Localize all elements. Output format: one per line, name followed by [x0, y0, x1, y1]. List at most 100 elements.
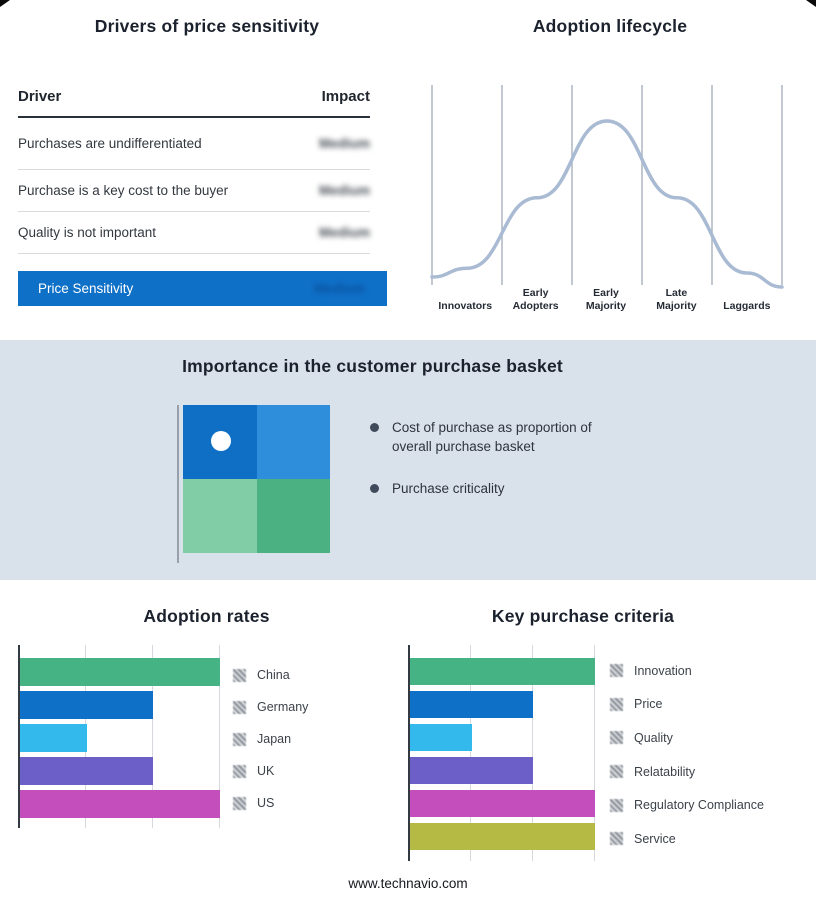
legend-swatch-icon: [233, 796, 246, 810]
table-header: Driver Impact: [18, 88, 370, 118]
bar-price: [410, 691, 533, 718]
summary-label: Price Sensitivity: [38, 281, 134, 296]
bullet-marker-icon: [370, 423, 379, 432]
legend-swatch-icon: [610, 697, 623, 711]
lifecycle-chart: [430, 85, 784, 289]
table-row: Purchases are undifferentiated Medium: [18, 118, 370, 170]
bullet-text-line: Cost of purchase as proportion of: [392, 420, 592, 435]
stage-line: Majority: [585, 299, 627, 312]
drivers-title: Drivers of price sensitivity: [94, 16, 320, 36]
legend-item: US: [233, 787, 308, 819]
stage-label-early-adopters: Early Adopters: [500, 286, 570, 312]
impact-column-header: Impact: [321, 88, 370, 105]
purchase-basket-matrix: [183, 405, 330, 553]
adoption-rates-plot: [18, 645, 224, 828]
position-dot: [211, 431, 231, 451]
summary-impact-blurred: Medium: [313, 281, 365, 296]
legend-item: Quality: [610, 721, 764, 755]
key-purchase-criteria-title: Key purchase criteria: [491, 606, 675, 626]
bullet-item: Purchase criticality: [370, 479, 592, 498]
stage-label-innovators: Innovators: [430, 286, 500, 312]
legend-label: Service: [634, 831, 676, 846]
legend-item: Germany: [233, 691, 308, 723]
impact-cell-blurred: Medium: [318, 225, 370, 240]
legend-swatch-icon: [610, 731, 623, 745]
legend-swatch-icon: [233, 764, 246, 778]
bullet-item: Cost of purchase as proportion of overal…: [370, 418, 592, 456]
driver-cell: Quality is not important: [18, 225, 157, 240]
legend-label: US: [257, 796, 275, 810]
table-row: Purchase is a key cost to the buyer Medi…: [18, 170, 370, 212]
table-row: Quality is not important Medium: [18, 212, 370, 254]
stage-label-laggards: Laggards: [712, 286, 782, 312]
stage-line: Majority: [656, 299, 697, 312]
stage-line: Adopters: [512, 299, 559, 312]
legend-label: Japan: [257, 732, 292, 746]
legend-swatch-icon: [233, 668, 246, 682]
bar-relatability: [410, 757, 533, 784]
bullet-text-line: overall purchase basket: [392, 439, 535, 454]
adoption-rates-legend: China Germany Japan UK US: [233, 659, 308, 819]
legend-swatch-icon: [610, 832, 623, 846]
adoption-rates-title: Adoption rates: [143, 606, 270, 626]
matrix-cell-bottom-right: [256, 479, 330, 553]
legend-swatch-icon: [610, 765, 623, 779]
gridline: [532, 645, 533, 861]
bar-china: [20, 658, 220, 686]
basket-bullet-list: Cost of purchase as proportion of overal…: [370, 418, 592, 521]
stage-line: Late: [665, 287, 688, 299]
legend-label: UK: [257, 764, 275, 778]
corner-mark-right: [806, 0, 816, 7]
matrix-cell-bottom-left: [183, 479, 257, 553]
key-purchase-criteria-legend: Innovation Price Quality Relatability Re…: [610, 654, 764, 856]
stage-line: Early: [522, 287, 549, 299]
legend-label: China: [257, 668, 290, 682]
bar-regulatory-compliance: [410, 790, 595, 817]
legend-item: Relatability: [610, 755, 764, 789]
legend-item: Regulatory Compliance: [610, 788, 764, 822]
corner-mark-left: [0, 0, 10, 7]
bar-japan: [20, 724, 87, 752]
legend-label: Quality: [634, 730, 673, 745]
driver-cell: Purchases are undifferentiated: [18, 136, 202, 151]
legend-swatch-icon: [233, 700, 246, 714]
bar-quality: [410, 724, 472, 751]
price-sensitivity-summary-bar: Price Sensitivity Medium: [18, 271, 387, 306]
legend-label: Germany: [257, 700, 309, 714]
matrix-cell-top-left: [183, 405, 257, 479]
stage-line: Innovators: [438, 299, 493, 312]
basket-panel: Importance in the customer purchase bask…: [0, 340, 816, 580]
legend-item: Service: [610, 822, 764, 856]
legend-item: China: [233, 659, 308, 691]
gridline: [470, 645, 471, 861]
gridline: [219, 645, 220, 828]
bar-germany: [20, 691, 153, 719]
impact-cell-blurred: Medium: [318, 183, 370, 198]
legend-label: Relatability: [634, 764, 696, 779]
driver-column-header: Driver: [18, 88, 62, 105]
legend-label: Innovation: [634, 663, 692, 678]
bullet-marker-icon: [370, 484, 379, 493]
bar-service: [410, 823, 595, 850]
drivers-table: Driver Impact Purchases are undifferenti…: [18, 88, 370, 254]
stage-line: Early: [593, 287, 619, 299]
matrix-axis-line: [177, 405, 179, 563]
legend-item: Innovation: [610, 654, 764, 688]
bar-uk: [20, 757, 153, 785]
legend-swatch-icon: [233, 732, 246, 746]
legend-swatch-icon: [610, 664, 623, 678]
matrix-cell-top-right: [256, 405, 330, 479]
bullet-text-line: Purchase criticality: [392, 481, 505, 496]
legend-label: Regulatory Compliance: [634, 798, 764, 813]
legend-label: Price: [634, 697, 663, 712]
lifecycle-stage-labels: Innovators Early Adopters Early Majority…: [430, 286, 782, 312]
stage-label-late-majority: Late Majority: [641, 286, 711, 312]
key-purchase-criteria-plot: [408, 645, 604, 861]
gridline: [594, 645, 595, 861]
impact-cell-blurred: Medium: [318, 136, 370, 151]
legend-item: Price: [610, 688, 764, 722]
bar-innovation: [410, 658, 595, 685]
gridline: [152, 645, 153, 828]
legend-swatch-icon: [610, 798, 623, 812]
